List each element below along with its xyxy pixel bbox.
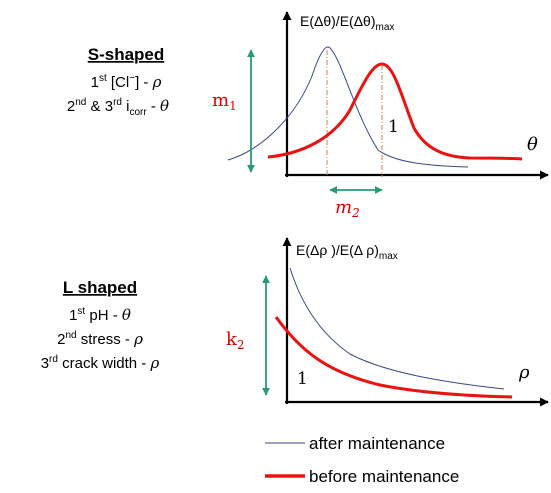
l-y-axis-label: E(Δρ )/E(Δ ρ)max: [296, 242, 398, 262]
m1-label: m1: [212, 90, 237, 113]
s-factor-1: 1st [Cl−] - ρ: [91, 73, 162, 91]
l-shaped-panel: L shaped 1st pH - θ 2nd stress - ρ 3rd c…: [41, 237, 549, 407]
l-curve-one-label: 1: [297, 369, 308, 389]
l-factor-2: 2nd stress - ρ: [57, 330, 143, 348]
s-y-axis-label: E(Δθ)/E(Δθ)max: [300, 13, 394, 33]
legend-before-label: before maintenance: [309, 467, 459, 486]
l-shaped-title: L shaped: [63, 278, 137, 297]
s-curve-before-maintenance: [267, 62, 523, 161]
legend-after-label: after maintenance: [309, 434, 445, 453]
s-shaped-panel: S-shaped 1st [Cl−] - ρ 2nd & 3rd icorr -…: [67, 11, 549, 220]
s-x-axis-label: θ: [527, 134, 538, 155]
l-curve-after-maintenance: [289, 267, 505, 390]
s-factor-2: 2nd & 3rd icorr - θ: [67, 97, 169, 118]
l-x-axis-label: ρ: [518, 362, 530, 383]
m2-label: m2: [335, 197, 360, 220]
l-factor-3: 3rd crack width - ρ: [41, 354, 160, 372]
s-shaped-title: S-shaped: [88, 45, 165, 64]
s-curve-after-maintenance: [227, 46, 469, 168]
s-curve-one-label: 1: [388, 117, 399, 137]
l-factor-1: 1st pH - θ: [69, 306, 131, 324]
l-curve-before-maintenance: [274, 316, 513, 399]
k2-label: k2: [226, 329, 245, 352]
legend: after maintenance before maintenance: [265, 434, 459, 486]
